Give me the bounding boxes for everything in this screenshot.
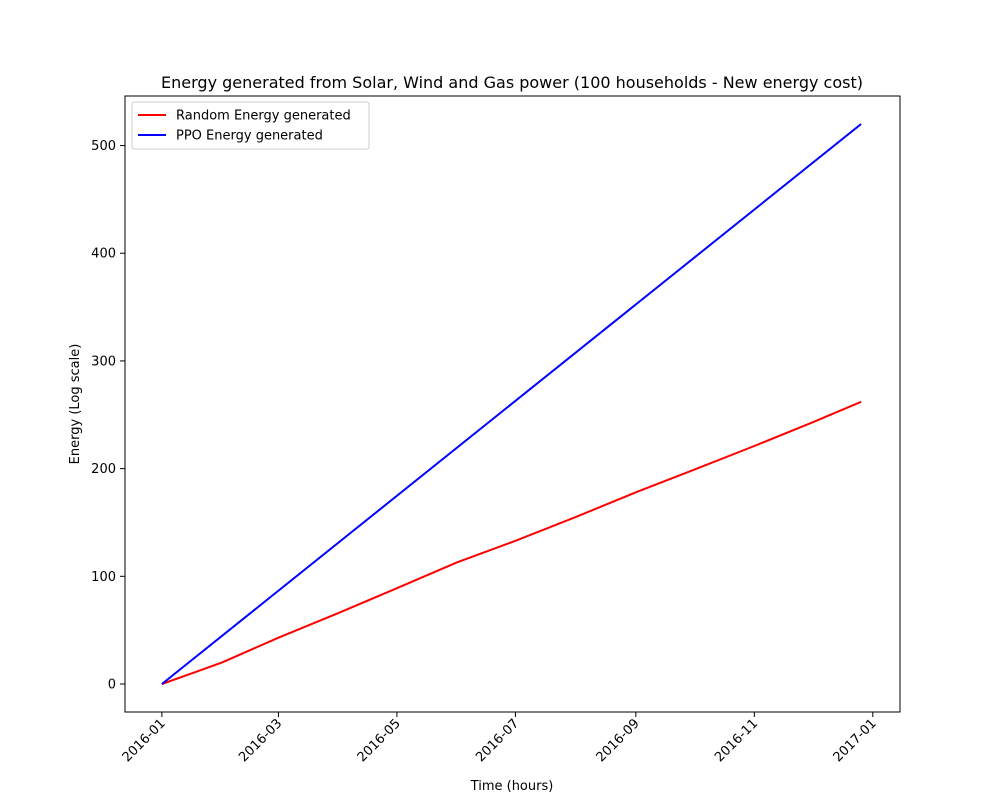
y-tick-label: 200	[91, 462, 116, 477]
y-axis-label: Energy (Log scale)	[68, 344, 83, 465]
y-axis: 0 100 200 300 400 500	[91, 139, 125, 693]
plot-area	[161, 123, 862, 685]
legend-label-ppo: PPO Energy generated	[176, 129, 323, 144]
y-tick-label: 500	[91, 139, 116, 154]
chart-title: Energy generated from Solar, Wind and Ga…	[161, 73, 863, 92]
y-tick-label: 400	[91, 247, 116, 262]
x-axis-label: Time (hours)	[470, 779, 554, 794]
y-tick-label: 300	[91, 354, 116, 369]
legend-label-random: Random Energy generated	[176, 109, 351, 124]
series-line-ppo	[161, 123, 862, 685]
y-tick-label: 0	[108, 678, 116, 693]
plot-frame	[124, 95, 901, 713]
legend-box	[131, 101, 370, 150]
y-tick-label: 100	[91, 570, 116, 585]
legend: Random Energy generated PPO Energy gener…	[131, 101, 370, 150]
series-line-random	[161, 400, 862, 685]
